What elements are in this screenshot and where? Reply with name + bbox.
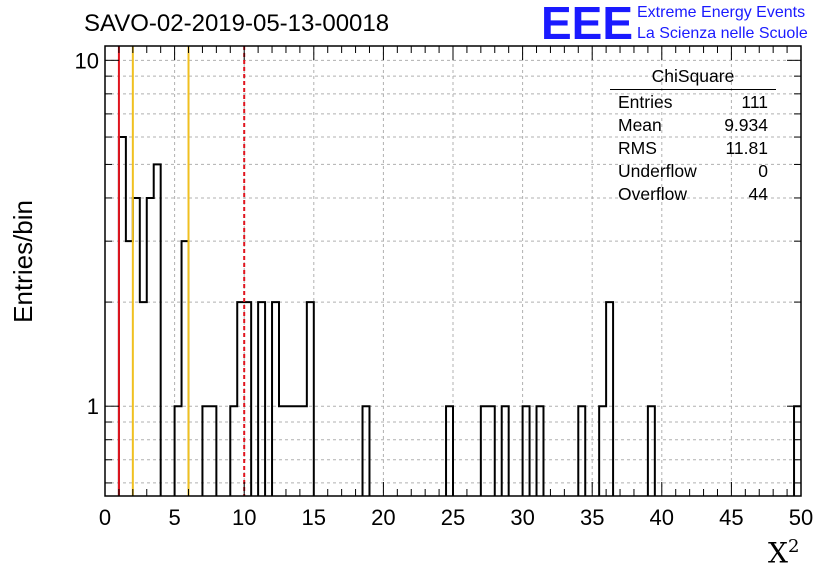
histogram-bar bbox=[154, 164, 161, 496]
histogram-bar bbox=[230, 406, 237, 496]
histogram-bar bbox=[599, 406, 606, 496]
histogram-bar bbox=[446, 406, 453, 496]
x-tick-label: 45 bbox=[719, 505, 743, 530]
stats-label: Entries bbox=[618, 92, 673, 112]
stats-value: 0 bbox=[758, 161, 768, 181]
histogram-bar bbox=[202, 406, 209, 496]
histogram-bar bbox=[488, 406, 495, 496]
x-tick-label: 10 bbox=[232, 505, 256, 530]
x-axis-label-superscript: 2 bbox=[787, 536, 800, 557]
x-axis-label-base: X bbox=[768, 536, 788, 570]
histogram-bar bbox=[126, 241, 133, 496]
stats-label: Mean bbox=[618, 115, 662, 135]
logo-line-1: Extreme Energy Events bbox=[637, 4, 806, 21]
histogram-bar bbox=[140, 302, 147, 496]
histogram-bar bbox=[182, 241, 189, 496]
histogram-bar bbox=[578, 406, 585, 496]
x-tick-label: 50 bbox=[789, 505, 813, 530]
stats-label: RMS bbox=[618, 138, 657, 158]
x-tick-label: 20 bbox=[371, 505, 395, 530]
x-tick-label: 40 bbox=[650, 505, 674, 530]
chart-title: SAVO-02-2019-05-13-00018 bbox=[84, 10, 390, 37]
y-tick-label: 1 bbox=[87, 394, 99, 419]
histogram-bar bbox=[279, 406, 286, 496]
stats-label: Underflow bbox=[618, 161, 697, 181]
y-axis-label: Entries/bin bbox=[8, 200, 38, 323]
histogram-bar bbox=[293, 406, 300, 496]
histogram-bar bbox=[648, 406, 655, 496]
histogram-bar bbox=[147, 198, 154, 496]
stats-row-overflow: Overflow 44 bbox=[610, 183, 776, 206]
histogram-bar bbox=[502, 406, 509, 496]
histogram-bar bbox=[286, 406, 293, 496]
x-axis-label: X2 bbox=[768, 536, 799, 569]
stats-row-underflow: Underflow 0 bbox=[610, 160, 776, 183]
histogram-bar bbox=[175, 406, 182, 496]
histogram-outline bbox=[117, 136, 801, 496]
histogram-bar bbox=[209, 406, 216, 496]
stats-label: Overflow bbox=[618, 184, 688, 204]
histogram-bar bbox=[272, 302, 279, 496]
histogram-bar bbox=[606, 302, 613, 496]
histogram-bar bbox=[307, 302, 314, 496]
y-tick-label: 10 bbox=[75, 48, 99, 73]
histogram-bar bbox=[481, 406, 488, 496]
histogram-bar bbox=[244, 302, 251, 496]
stats-value: 11.81 bbox=[725, 138, 769, 158]
histogram-bar bbox=[119, 137, 126, 496]
histogram-bar bbox=[237, 302, 244, 496]
histogram-bar bbox=[258, 302, 265, 496]
stats-box-name: ChiSquare bbox=[610, 66, 776, 90]
stats-value: 44 bbox=[748, 184, 768, 204]
histogram-bar bbox=[133, 198, 140, 496]
stats-row-mean: Mean 9.934 bbox=[610, 114, 776, 137]
histogram-bar bbox=[363, 406, 370, 496]
x-tick-label: 30 bbox=[510, 505, 534, 530]
histogram-bar bbox=[537, 406, 544, 496]
x-tick-label: 15 bbox=[302, 505, 326, 530]
logo-line-2: La Scienza nelle Scuole bbox=[637, 25, 808, 42]
stats-box: ChiSquare Entries 111 Mean 9.934 RMS 11.… bbox=[610, 66, 776, 206]
histogram-bar bbox=[523, 406, 530, 496]
x-tick-label: 25 bbox=[441, 505, 465, 530]
x-tick-label: 5 bbox=[168, 505, 180, 530]
stats-row-rms: RMS 11.81 bbox=[610, 137, 776, 160]
x-tick-label: 35 bbox=[580, 505, 604, 530]
histogram-bar bbox=[300, 406, 307, 496]
x-tick-label: 0 bbox=[99, 505, 111, 530]
stats-value: 111 bbox=[741, 92, 768, 112]
stats-row-entries: Entries 111 bbox=[610, 91, 776, 114]
eee-logo: EEE bbox=[541, 0, 634, 49]
stats-value: 9.934 bbox=[724, 115, 768, 135]
